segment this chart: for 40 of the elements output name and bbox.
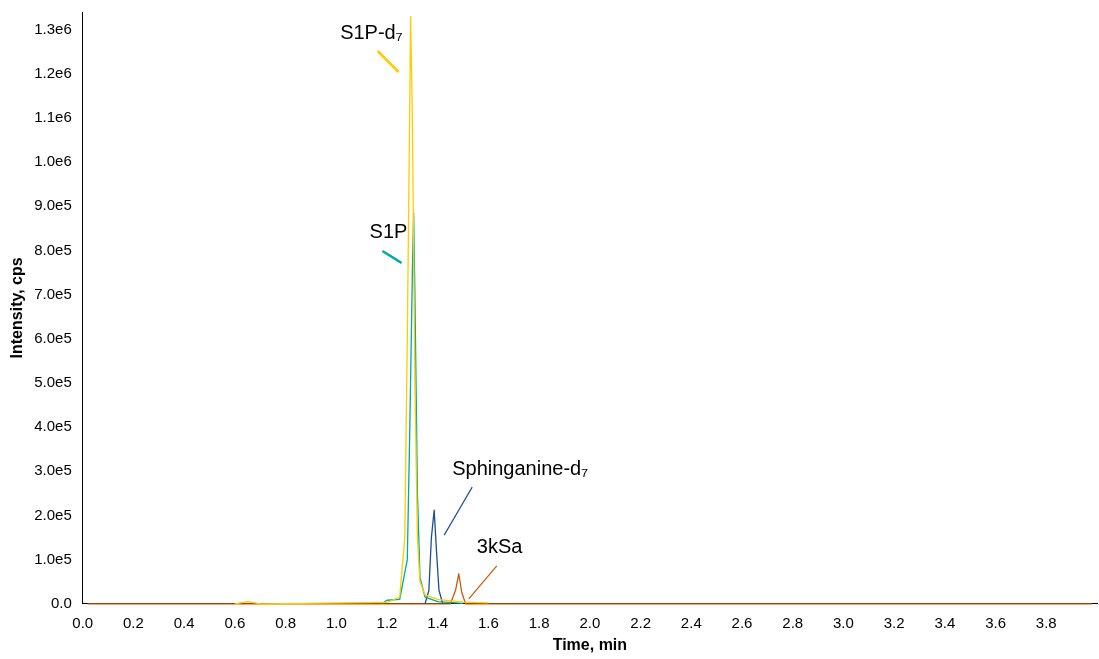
x-tick-label: 1.2: [376, 613, 398, 631]
x-tick-label: 1.0: [325, 613, 347, 631]
x-tick-label: 3.4: [934, 613, 956, 631]
x-tick-label: 3.8: [1035, 613, 1057, 631]
x-axis-title: Time, min: [552, 635, 628, 653]
x-tick-label: 2.8: [782, 613, 804, 631]
y-tick-label: 0.0: [50, 593, 72, 611]
x-tick-label: 2.6: [731, 613, 753, 631]
x-tick-label: 1.6: [478, 613, 499, 631]
x-tick-label: 3.6: [985, 613, 1006, 631]
series-label: 3kSa: [476, 535, 524, 558]
series-label: S1P: [369, 220, 408, 243]
x-tick-label: 1.8: [528, 613, 550, 631]
x-tick-label: 2.4: [680, 613, 702, 631]
y-tick-label: 3.0e5: [34, 461, 72, 479]
y-tick-label: 1.1e6: [34, 108, 72, 126]
series-label: S1P-d₇: [340, 20, 403, 43]
series-label: Sphinganine-d₇: [452, 456, 589, 479]
y-axis-title: Intensity, cps: [8, 257, 26, 359]
x-tick-label: 0.4: [173, 613, 195, 631]
y-tick-label: 1.0e5: [34, 549, 72, 567]
y-tick-label: 9.0e5: [34, 196, 72, 214]
x-tick-label: 1.4: [427, 613, 449, 631]
x-tick-label: 0.2: [123, 613, 144, 631]
y-tick-label: 6.0e5: [34, 328, 72, 346]
y-tick-label: 2.0e5: [34, 505, 72, 523]
x-tick-label: 0.8: [275, 613, 297, 631]
x-tick-label: 2.0: [579, 613, 601, 631]
y-tick-label: 1.2e6: [34, 63, 72, 81]
y-tick-label: 1.0e6: [34, 152, 72, 170]
y-tick-label: 8.0e5: [34, 240, 72, 258]
x-tick-label: 3.2: [883, 613, 905, 631]
y-tick-label: 1.3e6: [34, 19, 72, 37]
y-tick-label: 5.0e5: [34, 373, 72, 391]
x-tick-label: 3.0: [833, 613, 854, 631]
x-tick-label: 2.2: [630, 613, 652, 631]
x-tick-label: 0.6: [224, 613, 246, 631]
y-tick-label: 4.0e5: [34, 417, 72, 435]
x-tick-label: 0.0: [72, 613, 94, 631]
y-tick-label: 7.0e5: [34, 284, 72, 302]
